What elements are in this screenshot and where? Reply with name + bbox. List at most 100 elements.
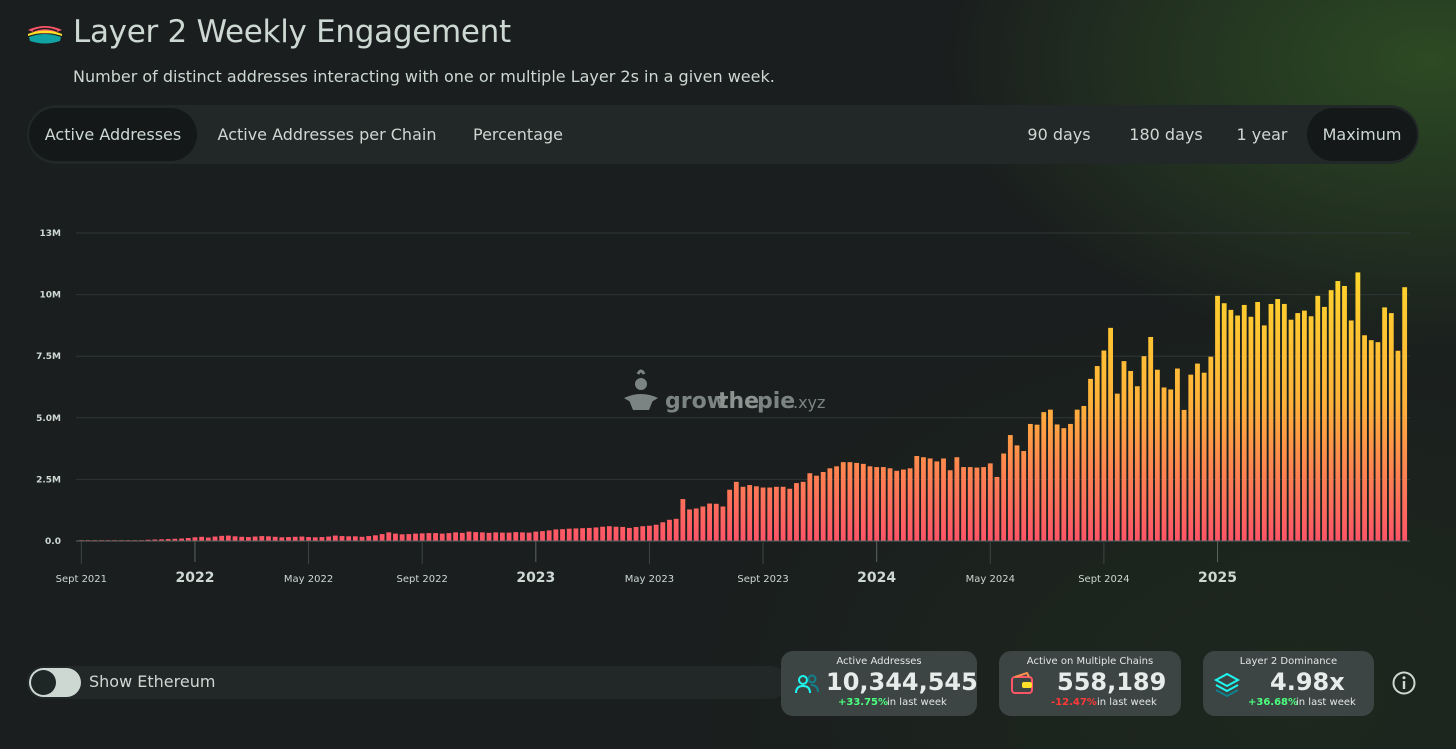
- bar[interactable]: [593, 527, 599, 541]
- bar[interactable]: [1054, 424, 1060, 541]
- bar[interactable]: [687, 509, 692, 541]
- bar[interactable]: [393, 533, 398, 541]
- tab-90-days[interactable]: 90 days: [1027, 125, 1091, 144]
- bar[interactable]: [1388, 313, 1394, 541]
- bar[interactable]: [540, 531, 545, 541]
- bar[interactable]: [774, 486, 779, 541]
- bar[interactable]: [346, 536, 352, 541]
- bar[interactable]: [660, 522, 666, 541]
- bar[interactable]: [767, 487, 773, 541]
- bar[interactable]: [693, 508, 699, 541]
- bar[interactable]: [673, 518, 679, 541]
- bar[interactable]: [1221, 303, 1227, 541]
- bar[interactable]: [1034, 424, 1040, 541]
- bar[interactable]: [152, 539, 158, 541]
- bar[interactable]: [446, 533, 452, 541]
- bar[interactable]: [513, 532, 519, 541]
- bar[interactable]: [526, 532, 532, 541]
- bar[interactable]: [887, 468, 893, 541]
- bar[interactable]: [860, 463, 866, 541]
- bar[interactable]: [901, 469, 906, 541]
- bar[interactable]: [747, 485, 753, 541]
- bar[interactable]: [352, 536, 358, 541]
- bar[interactable]: [633, 526, 639, 541]
- bar[interactable]: [921, 457, 926, 541]
- bar[interactable]: [1402, 287, 1408, 541]
- bar[interactable]: [740, 486, 746, 541]
- bar[interactable]: [292, 536, 298, 541]
- bar[interactable]: [880, 467, 886, 541]
- bar[interactable]: [1161, 387, 1167, 541]
- bar[interactable]: [1288, 319, 1294, 541]
- bar[interactable]: [1268, 303, 1274, 541]
- bar[interactable]: [533, 531, 539, 541]
- bar[interactable]: [600, 526, 606, 541]
- bar[interactable]: [319, 537, 325, 541]
- bar[interactable]: [1302, 310, 1307, 541]
- bar[interactable]: [640, 526, 646, 541]
- bar[interactable]: [653, 524, 659, 541]
- bar[interactable]: [713, 503, 719, 541]
- bar[interactable]: [239, 536, 245, 541]
- bar[interactable]: [780, 486, 786, 541]
- bar[interactable]: [847, 462, 853, 541]
- bar[interactable]: [1128, 370, 1134, 541]
- bar[interactable]: [727, 489, 733, 541]
- bar[interactable]: [1368, 340, 1374, 541]
- bar[interactable]: [981, 467, 987, 541]
- tab-active-addresses-per-chain[interactable]: Active Addresses per Chain: [217, 125, 437, 144]
- bar[interactable]: [279, 537, 285, 541]
- bar[interactable]: [366, 536, 372, 541]
- bar[interactable]: [219, 535, 225, 541]
- bar[interactable]: [987, 463, 993, 541]
- bar[interactable]: [1201, 372, 1207, 541]
- show-ethereum-toggle[interactable]: [29, 668, 81, 697]
- bar[interactable]: [493, 532, 499, 541]
- bar[interactable]: [573, 528, 579, 541]
- bar[interactable]: [232, 536, 238, 541]
- bar[interactable]: [499, 532, 505, 541]
- bar[interactable]: [707, 503, 712, 541]
- bar[interactable]: [1141, 356, 1147, 541]
- bar[interactable]: [1027, 423, 1033, 541]
- bar[interactable]: [566, 528, 572, 541]
- bar[interactable]: [413, 533, 418, 541]
- bar[interactable]: [700, 506, 706, 542]
- bar[interactable]: [1168, 389, 1174, 541]
- bar[interactable]: [1181, 409, 1187, 541]
- info-icon[interactable]: [1391, 670, 1417, 696]
- bar[interactable]: [1134, 386, 1140, 541]
- bar[interactable]: [1068, 423, 1073, 541]
- bar[interactable]: [312, 537, 318, 541]
- tab-180-days[interactable]: 180 days: [1129, 125, 1203, 144]
- bar[interactable]: [1074, 409, 1080, 541]
- bar[interactable]: [466, 531, 472, 541]
- bar[interactable]: [814, 475, 819, 541]
- bar[interactable]: [339, 536, 345, 541]
- bar[interactable]: [359, 536, 365, 541]
- bar[interactable]: [1295, 313, 1301, 541]
- bar[interactable]: [225, 535, 231, 541]
- bar[interactable]: [326, 536, 332, 541]
- bar[interactable]: [647, 525, 652, 541]
- bar[interactable]: [1114, 393, 1120, 541]
- bar[interactable]: [753, 486, 759, 541]
- bar[interactable]: [1315, 295, 1321, 541]
- bar[interactable]: [1121, 361, 1127, 541]
- bar[interactable]: [947, 470, 953, 541]
- bar[interactable]: [306, 537, 311, 541]
- bar[interactable]: [479, 532, 485, 541]
- bar[interactable]: [546, 530, 552, 541]
- bar[interactable]: [720, 506, 726, 542]
- bar[interactable]: [386, 532, 392, 541]
- bar[interactable]: [286, 537, 291, 541]
- bar[interactable]: [680, 499, 686, 541]
- bar[interactable]: [145, 539, 151, 541]
- bar[interactable]: [165, 539, 171, 541]
- bar[interactable]: [1061, 428, 1067, 541]
- bar[interactable]: [433, 533, 438, 541]
- bar[interactable]: [606, 526, 612, 541]
- bar[interactable]: [1148, 336, 1154, 541]
- bar[interactable]: [954, 457, 960, 541]
- bar[interactable]: [172, 538, 178, 541]
